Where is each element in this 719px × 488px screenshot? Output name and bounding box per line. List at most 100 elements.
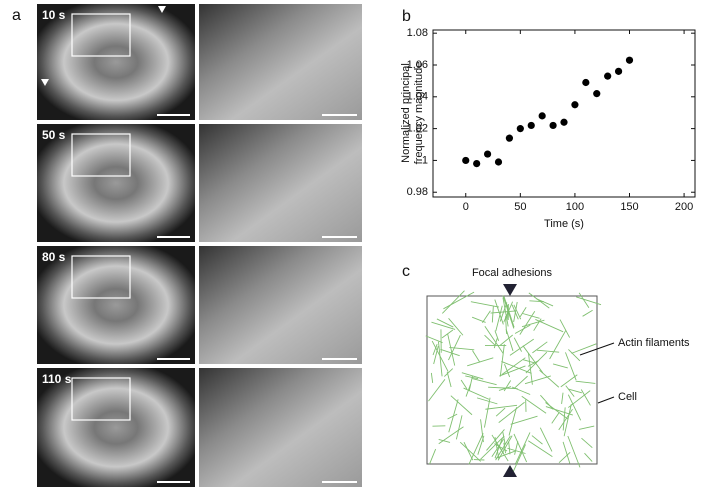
arrowhead <box>158 6 166 13</box>
roi-box <box>71 133 131 177</box>
filament <box>508 407 518 436</box>
filament <box>494 443 508 452</box>
filament <box>539 427 553 452</box>
filament <box>468 433 484 465</box>
filament <box>480 419 484 443</box>
filament <box>455 415 463 440</box>
filament <box>580 389 591 406</box>
filament <box>578 425 595 430</box>
filament <box>491 306 494 323</box>
filament <box>528 292 550 309</box>
filament <box>438 341 443 377</box>
filament <box>581 437 593 449</box>
filament <box>430 372 434 384</box>
filament <box>533 318 542 331</box>
filament <box>471 316 486 323</box>
data-point <box>625 56 634 64</box>
filament <box>494 437 503 459</box>
filament <box>472 378 497 386</box>
filament <box>431 340 449 372</box>
filament <box>578 292 590 309</box>
filament <box>472 350 481 363</box>
filament <box>428 379 446 402</box>
y-axis-label: frequency magnitude <box>413 62 425 165</box>
filament <box>491 439 504 457</box>
filament <box>505 329 514 352</box>
filament <box>440 348 460 357</box>
filament <box>447 413 458 420</box>
filament <box>576 296 602 306</box>
filament <box>493 338 498 349</box>
filament <box>528 353 533 385</box>
data-point <box>582 78 590 87</box>
filament <box>529 300 545 303</box>
filament <box>582 309 593 317</box>
filaments <box>425 290 602 473</box>
roi-box <box>71 13 131 57</box>
adhesion-marker <box>503 465 517 477</box>
filament <box>532 341 548 354</box>
filament <box>438 439 451 443</box>
filament <box>486 429 505 451</box>
filament <box>513 375 528 390</box>
zoom-image <box>199 246 362 364</box>
filament <box>461 372 484 380</box>
filament <box>524 375 551 385</box>
filament <box>438 426 464 445</box>
filament <box>468 375 473 392</box>
time-label: 110 s <box>42 372 72 386</box>
panel-label: b <box>402 8 411 25</box>
filament <box>521 395 547 414</box>
zoom-image <box>199 368 362 487</box>
filament <box>503 296 515 328</box>
filament <box>512 444 526 473</box>
filament <box>536 298 554 307</box>
filament <box>519 311 536 335</box>
filament <box>482 310 491 324</box>
filament <box>560 374 578 388</box>
filament <box>584 452 593 462</box>
filament <box>490 310 515 314</box>
filament <box>522 313 540 319</box>
panel-label: a <box>12 7 21 24</box>
data-point <box>516 125 524 133</box>
time-label: 80 s <box>42 250 66 264</box>
filament <box>450 395 473 416</box>
filament <box>519 307 527 317</box>
filament <box>463 441 474 461</box>
y-tick-label: 1.06 <box>407 59 428 71</box>
filament <box>565 352 577 381</box>
data-point <box>494 158 503 166</box>
diagram-label: Actin filaments <box>618 337 690 349</box>
filament <box>514 324 531 334</box>
y-tick-label: 1.08 <box>407 27 428 39</box>
panel-label: c <box>402 263 410 280</box>
filament <box>433 345 439 365</box>
adhesion-marker <box>503 284 517 296</box>
filament <box>515 432 531 464</box>
filament <box>494 436 500 460</box>
filament <box>513 301 518 323</box>
filament <box>447 333 456 366</box>
filament <box>563 404 572 437</box>
micrograph <box>37 246 195 364</box>
filament <box>432 343 438 356</box>
filament <box>559 319 571 338</box>
x-tick-label: 200 <box>675 201 693 213</box>
filament <box>545 406 573 416</box>
time-label: 10 s <box>42 8 66 22</box>
filament <box>561 392 564 404</box>
filament <box>495 442 505 454</box>
x-tick-label: 50 <box>514 201 526 213</box>
filament <box>448 318 464 336</box>
filament <box>499 365 526 377</box>
filament <box>465 384 471 397</box>
filament <box>431 321 456 330</box>
filament <box>498 386 512 391</box>
filament <box>568 388 582 394</box>
filament <box>513 304 522 320</box>
filament <box>499 334 514 346</box>
filament <box>507 447 526 454</box>
filament <box>562 407 566 431</box>
filament <box>470 301 499 308</box>
